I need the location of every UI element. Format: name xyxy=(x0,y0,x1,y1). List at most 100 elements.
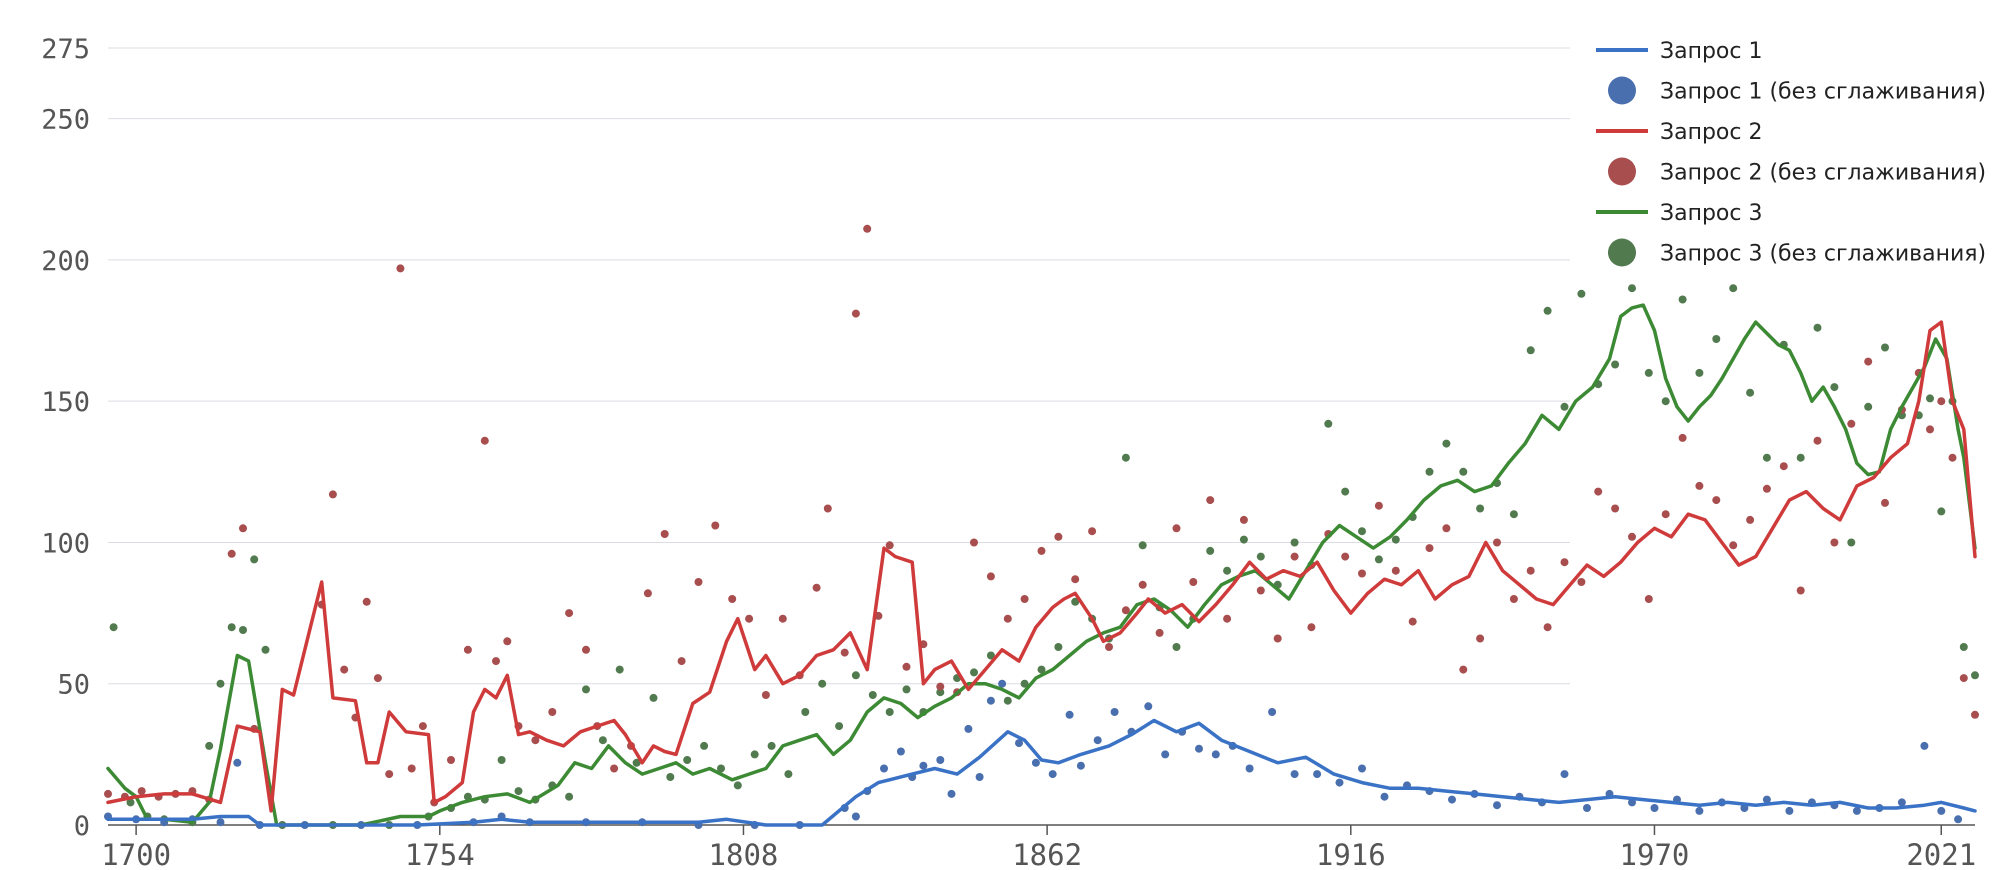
series-5-line xyxy=(106,303,1977,827)
series-2-point xyxy=(1358,764,1366,773)
series-4-point xyxy=(1881,498,1889,507)
series-4-point xyxy=(840,648,849,657)
series-6-point xyxy=(666,773,675,781)
y-tick-label: 250 xyxy=(41,105,90,136)
series-2-point xyxy=(1650,804,1659,812)
series-6-point xyxy=(1543,306,1552,315)
series-6-point xyxy=(250,555,259,564)
legend-dot-swatch xyxy=(1608,76,1636,105)
series-4-point xyxy=(1971,710,1979,719)
series-4-point xyxy=(1937,397,1946,406)
series-2-point xyxy=(1144,702,1153,711)
series-6-point xyxy=(1937,507,1946,516)
series-6-point xyxy=(1577,289,1586,298)
series-4-point xyxy=(1172,524,1181,533)
series-4-point xyxy=(1661,510,1670,519)
series-4-point xyxy=(1121,606,1130,615)
series-6-point xyxy=(868,691,877,699)
series-6-point xyxy=(902,685,911,694)
series-2-point xyxy=(1695,806,1704,815)
series-2-point xyxy=(1762,795,1771,804)
series-4-point xyxy=(885,541,894,550)
series-4-point xyxy=(1088,527,1097,536)
legend-label: Запрос 2 (без сглаживания) xyxy=(1660,161,1986,186)
series-4-point xyxy=(1526,566,1535,575)
series-6-point xyxy=(1476,504,1485,513)
series-2-point xyxy=(947,789,956,798)
series-4-point xyxy=(1256,586,1265,595)
series-4-point xyxy=(711,521,720,530)
series-2-point xyxy=(1313,770,1322,779)
x-tick-label: 1916 xyxy=(1316,838,1386,870)
x-tick-label: 1700 xyxy=(101,838,171,870)
series-6-point xyxy=(1644,368,1653,377)
series-6-point xyxy=(818,679,827,688)
series-6-point xyxy=(1054,643,1063,651)
series-4-point xyxy=(1206,496,1215,505)
series-4-point xyxy=(694,578,703,586)
series-2-point xyxy=(1161,750,1170,759)
legend-label: Запрос 1 xyxy=(1660,39,1762,64)
series-4-point xyxy=(1138,580,1147,589)
series-2-point xyxy=(1937,806,1946,815)
series-4-point xyxy=(1712,496,1721,505)
series-6-point xyxy=(1661,397,1670,406)
legend-dot-swatch xyxy=(1608,238,1636,267)
series-6-point xyxy=(216,679,225,688)
series-4-point xyxy=(1729,541,1738,550)
series-4-point xyxy=(863,224,872,233)
series-2-point xyxy=(1560,770,1569,779)
series-4-point xyxy=(778,614,787,623)
series-4-point xyxy=(1493,538,1501,547)
series-2-point xyxy=(1048,770,1057,779)
series-2-point xyxy=(1897,798,1906,807)
series-6-point xyxy=(615,665,624,674)
series-2-point xyxy=(1380,792,1389,801)
series-2-point xyxy=(216,818,225,827)
series-6-point xyxy=(1796,453,1805,462)
series-6-point xyxy=(1391,535,1400,544)
series-4-point xyxy=(1509,595,1518,603)
series-4-point xyxy=(1762,484,1771,493)
series-6-point xyxy=(1509,510,1518,519)
series-6-point xyxy=(582,685,590,694)
series-4-point xyxy=(362,597,371,606)
series-4-point xyxy=(1189,578,1198,586)
series-6-point xyxy=(750,750,759,759)
series-6-point xyxy=(936,688,945,697)
series-2-point xyxy=(896,747,905,756)
series-4-point xyxy=(463,645,472,654)
series-4-point xyxy=(1695,481,1704,490)
series-6-point xyxy=(970,668,978,677)
series-6-point xyxy=(1864,402,1873,411)
series-2-point xyxy=(986,696,995,705)
series-6-point xyxy=(767,741,776,750)
series-4-point xyxy=(1155,628,1164,637)
series-6-point xyxy=(801,708,810,716)
series-4-point xyxy=(936,682,945,691)
series-4-point xyxy=(1746,515,1755,524)
series-4-point xyxy=(1071,575,1080,584)
series-6-point xyxy=(1959,643,1968,651)
series-6-point xyxy=(784,770,793,779)
series-2-point xyxy=(1245,764,1254,773)
series-4-point xyxy=(851,309,860,318)
series-6-point xyxy=(1020,679,1029,688)
series-2-point xyxy=(1290,770,1299,779)
series-6-point xyxy=(885,708,894,716)
x-tick-label: 1970 xyxy=(1620,838,1690,870)
series-4-point xyxy=(385,770,394,779)
series-6-point xyxy=(1459,467,1468,476)
series-4-point xyxy=(407,764,416,773)
series-4-point xyxy=(1341,552,1350,561)
series-4-point xyxy=(227,549,236,558)
grid xyxy=(108,47,1975,826)
series-2-point xyxy=(1195,744,1203,753)
series-4-point xyxy=(986,572,995,581)
y-tick-label: 100 xyxy=(41,528,90,559)
series-4-point xyxy=(1020,595,1029,603)
series-2-point xyxy=(1493,801,1501,810)
series-2-point xyxy=(1065,710,1074,719)
series-6-point xyxy=(1341,487,1350,496)
